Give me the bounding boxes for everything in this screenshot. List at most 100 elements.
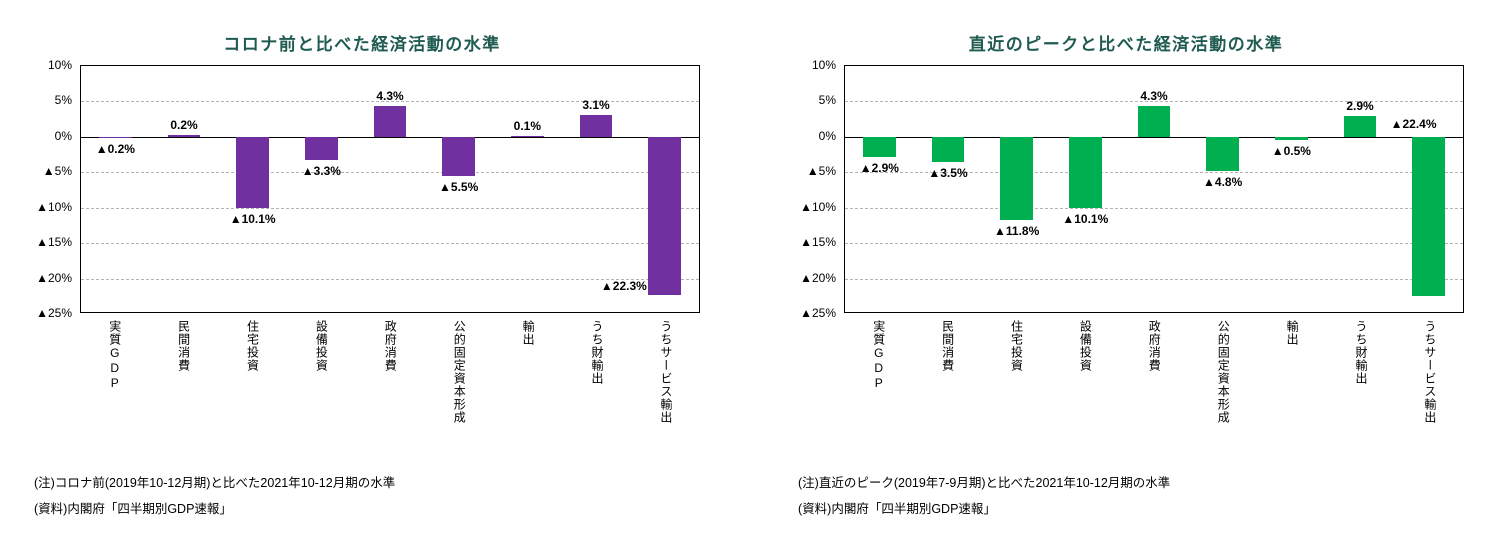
bar	[1343, 116, 1377, 137]
bar-value-label: ▲22.3%	[600, 278, 647, 293]
gridline	[81, 172, 699, 174]
y-tick-label: ▲10%	[800, 199, 836, 214]
bar	[442, 136, 476, 176]
bar-value-label: ▲0.5%	[1271, 144, 1311, 159]
bar-value-label: 0.1%	[513, 119, 542, 134]
chart-notes: (注)直近のピーク(2019年7-9月期)と比べた2021年10-12月期の水準…	[798, 472, 1464, 517]
chart-notes: (注)コロナ前(2019年10-12月期)と比べた2021年10-12月期の水準…	[34, 472, 700, 517]
x-category-label: 公的固定資本形成	[452, 320, 467, 424]
x-category-label: うちサービス輸出	[1422, 320, 1437, 424]
bar-value-label: 3.1%	[582, 97, 610, 112]
bar	[1137, 106, 1171, 137]
y-tick-label: 0%	[54, 128, 72, 143]
bar	[1068, 136, 1102, 209]
bar	[98, 136, 132, 139]
source-line: (資料)内閣府「四半期別GDP速報」	[34, 502, 232, 516]
x-category-label: 輸出	[521, 320, 536, 346]
y-tick-label: ▲10%	[36, 199, 72, 214]
bar-value-label: ▲10.1%	[229, 212, 276, 227]
y-tick-label: 0%	[818, 128, 836, 143]
x-category-label: 輸出	[1285, 320, 1300, 346]
gridline	[845, 278, 1463, 280]
y-tick-label: 5%	[54, 93, 72, 108]
chart-title: 直近のピークと比べた経済活動の水準	[968, 35, 1284, 54]
bar	[579, 114, 613, 137]
bar-value-label: ▲2.9%	[859, 161, 899, 176]
bar-value-label: ▲10.1%	[1062, 212, 1109, 227]
plot-row: 10% 5% 0% ▲5% ▲10% ▲15% ▲20% ▲25% ▲0.2% 0.2% ▲10.…	[24, 58, 700, 320]
y-tick-label: ▲20%	[36, 270, 72, 285]
x-category-label: うち財輸出	[589, 320, 604, 385]
bar-value-label: 0.2%	[170, 118, 198, 133]
bar-value-label: ▲0.2%	[95, 142, 135, 157]
x-category-label: 設備投資	[314, 320, 329, 372]
bar-value-label: ▲22.4%	[1390, 116, 1437, 131]
gridline	[845, 243, 1463, 245]
x-axis-labels: 実質GDP 民間消費 住宅投資 設備投資 政府消費 公的固定資本形成 輸出 うち財輸出 うちサー…	[80, 313, 700, 465]
y-tick-label: ▲20%	[800, 270, 836, 285]
x-category-label: 政府消費	[383, 320, 398, 372]
plot-area: ▲2.9% ▲3.5% ▲11.8% ▲10.1% 4.3% ▲4.8% ▲0.5% 2.9%…	[844, 65, 1464, 313]
bar-value-label: 4.3%	[376, 89, 404, 104]
x-category-label: 住宅投資	[245, 320, 260, 372]
bar	[1412, 136, 1446, 296]
bar	[1206, 136, 1240, 171]
bar-value-label: 4.3%	[1140, 89, 1168, 104]
zero-axis-line	[81, 136, 699, 138]
y-tick-label: ▲25%	[36, 306, 72, 320]
y-tick-label: 10%	[811, 58, 836, 72]
gridline	[81, 101, 699, 103]
bar	[373, 106, 407, 137]
x-category-label: 実質GDP	[107, 320, 122, 391]
note-line: (注)コロナ前(2019年10-12月期)と比べた2021年10-12月期の水準	[34, 476, 396, 490]
plot-area: ▲0.2% 0.2% ▲10.1% ▲3.3% 4.3% ▲5.5% 0.1% 3.1% ▲22…	[80, 65, 700, 313]
y-tick-label: 10%	[47, 58, 72, 72]
x-category-label: 民間消費	[176, 320, 191, 372]
y-axis: 10% 5% 0% ▲5% ▲10% ▲15% ▲20% ▲25%	[24, 58, 80, 320]
x-category-label: うち財輸出	[1353, 320, 1368, 385]
y-tick-label: ▲15%	[36, 235, 72, 250]
zero-axis-line	[845, 136, 1463, 138]
gridline	[81, 243, 699, 245]
x-category-label: 政府消費	[1147, 320, 1162, 372]
bar	[648, 136, 682, 295]
y-tick-label: ▲5%	[42, 164, 72, 179]
x-axis-labels: 実質GDP 民間消費 住宅投資 設備投資 政府消費 公的固定資本形成 輸出 うち財輸出 うちサー…	[844, 313, 1464, 465]
bar	[862, 136, 896, 158]
bar	[167, 135, 201, 137]
chart-card-vs-recent-peak: 直近のピークと比べた経済活動の水準 10% 5% 0% ▲5% ▲10% ▲15% ▲20%…	[788, 30, 1464, 517]
bar-value-label: ▲4.8%	[1203, 174, 1243, 189]
bar	[304, 136, 338, 161]
source-line: (資料)内閣府「四半期別GDP速報」	[798, 502, 996, 516]
bar-value-label: 2.9%	[1346, 99, 1374, 114]
note-line: (注)直近のピーク(2019年7-9月期)と比べた2021年10-12月期の水準	[798, 476, 1171, 490]
gridline	[81, 278, 699, 280]
gridline	[845, 172, 1463, 174]
bar-value-label: ▲3.5%	[928, 165, 968, 180]
bar-value-label: ▲11.8%	[994, 224, 1040, 239]
y-tick-label: ▲15%	[800, 235, 836, 250]
gridline	[845, 207, 1463, 209]
x-category-label: 民間消費	[940, 320, 955, 372]
bar	[236, 136, 270, 209]
x-category-label: 公的固定資本形成	[1216, 320, 1231, 424]
y-tick-label: ▲25%	[800, 306, 836, 320]
chart-title: コロナ前と比べた経済活動の水準	[223, 35, 501, 54]
bar	[1000, 136, 1034, 221]
gridline	[81, 207, 699, 209]
chart-card-vs-pre-covid: コロナ前と比べた経済活動の水準 10% 5% 0% ▲5% ▲10% ▲15% ▲20% ▲2…	[24, 30, 700, 517]
plot-row: 10% 5% 0% ▲5% ▲10% ▲15% ▲20% ▲25% ▲2.9% ▲3.5% ▲11…	[788, 58, 1464, 320]
x-category-label: うちサービス輸出	[658, 320, 673, 424]
y-axis: 10% 5% 0% ▲5% ▲10% ▲15% ▲20% ▲25%	[788, 58, 844, 320]
bar	[1274, 136, 1308, 141]
y-tick-label: ▲5%	[806, 164, 836, 179]
x-category-label: 設備投資	[1078, 320, 1093, 372]
x-category-label: 住宅投資	[1009, 320, 1024, 372]
bar	[510, 136, 544, 138]
bar-value-label: ▲5.5%	[439, 179, 479, 194]
bar	[931, 136, 965, 162]
bar-value-label: ▲3.3%	[301, 164, 341, 179]
x-category-label: 実質GDP	[871, 320, 886, 391]
y-tick-label: 5%	[818, 93, 836, 108]
